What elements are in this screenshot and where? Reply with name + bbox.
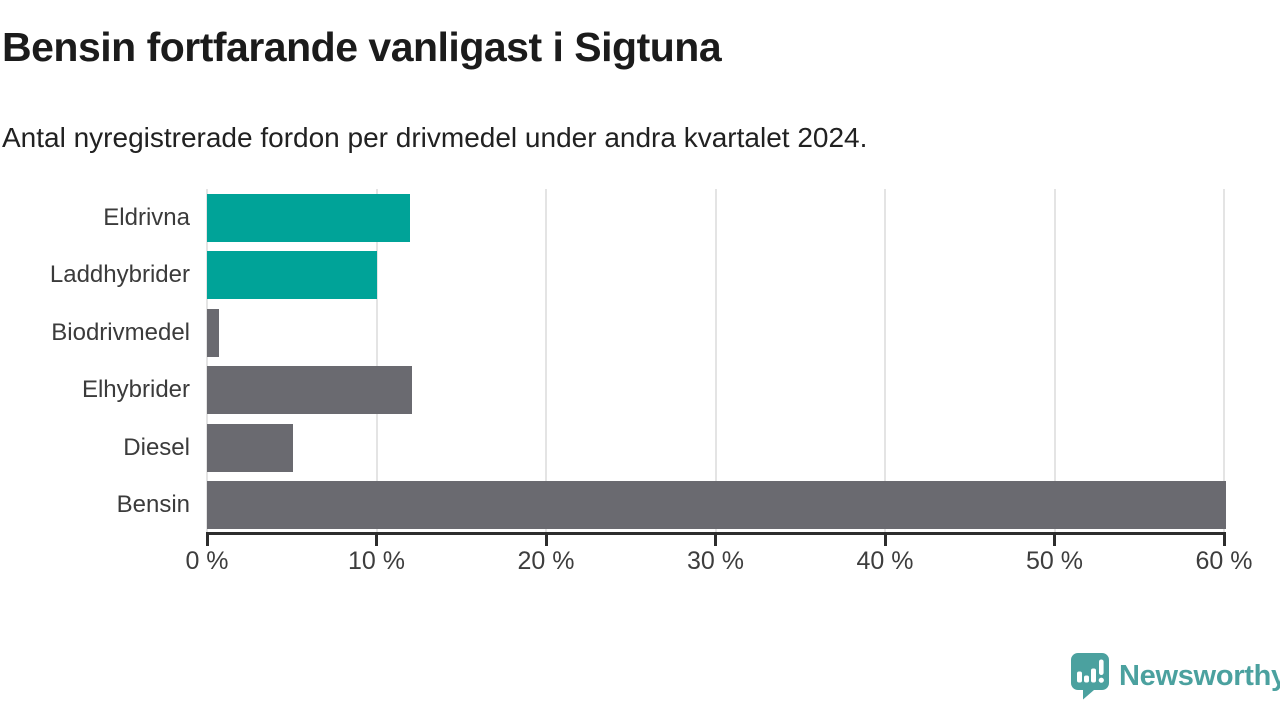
x-axis-tick-label: 50 % bbox=[1026, 547, 1083, 575]
gridline bbox=[375, 189, 378, 534]
bar-laddhybrider bbox=[207, 251, 377, 300]
bar-elhybrider bbox=[207, 366, 413, 415]
gridline bbox=[206, 189, 208, 534]
bar-eldrivna bbox=[207, 193, 411, 242]
bar-diesel bbox=[207, 423, 294, 472]
x-axis-tick bbox=[883, 532, 887, 546]
bar-biodrivmedel bbox=[207, 308, 219, 357]
category-label-bensin: Bensin bbox=[116, 491, 190, 519]
x-axis-tick-label: 20 % bbox=[517, 547, 575, 575]
gridline bbox=[1053, 189, 1056, 534]
x-axis-tick bbox=[544, 532, 548, 546]
x-axis-tick bbox=[1222, 532, 1226, 546]
newsworthy-logo-icon bbox=[1071, 653, 1109, 700]
bar-bensin bbox=[207, 481, 1226, 530]
gridline bbox=[884, 189, 886, 534]
x-axis-tick bbox=[205, 532, 209, 546]
x-axis-tick-label: 40 % bbox=[856, 547, 914, 575]
plot-area bbox=[206, 189, 1226, 534]
category-label-diesel: Diesel bbox=[123, 433, 190, 461]
x-axis-tick bbox=[714, 532, 717, 546]
category-label-eldrivna: Eldrivna bbox=[103, 203, 190, 231]
x-axis-tick bbox=[1053, 532, 1056, 546]
newsworthy-logo: Newsworthy bbox=[1070, 652, 1280, 700]
x-axis-tick-label: 10 % bbox=[348, 547, 405, 575]
gridline bbox=[545, 189, 547, 534]
x-axis-tick bbox=[375, 532, 378, 546]
category-label-laddhybrider: Laddhybrider bbox=[49, 261, 190, 289]
chart-subtitle: Antal nyregistrerade fordon per drivmede… bbox=[2, 122, 868, 153]
newsworthy-logo-text: Newsworthy bbox=[1119, 659, 1280, 692]
category-label-biodrivmedel: Biodrivmedel bbox=[51, 318, 190, 346]
gridline bbox=[714, 189, 717, 534]
category-label-elhybrider: Elhybrider bbox=[81, 376, 190, 404]
x-axis-tick-label: 60 % bbox=[1195, 547, 1253, 575]
chart-title: Bensin fortfarande vanligast i Sigtuna bbox=[2, 24, 722, 70]
x-axis-tick-label: 0 % bbox=[185, 547, 229, 575]
category-labels: Eldrivna Laddhybrider Biodrivmedel Elhybrid… bbox=[0, 189, 190, 534]
x-axis-tick-label: 30 % bbox=[687, 547, 744, 575]
gridline bbox=[1223, 189, 1225, 534]
